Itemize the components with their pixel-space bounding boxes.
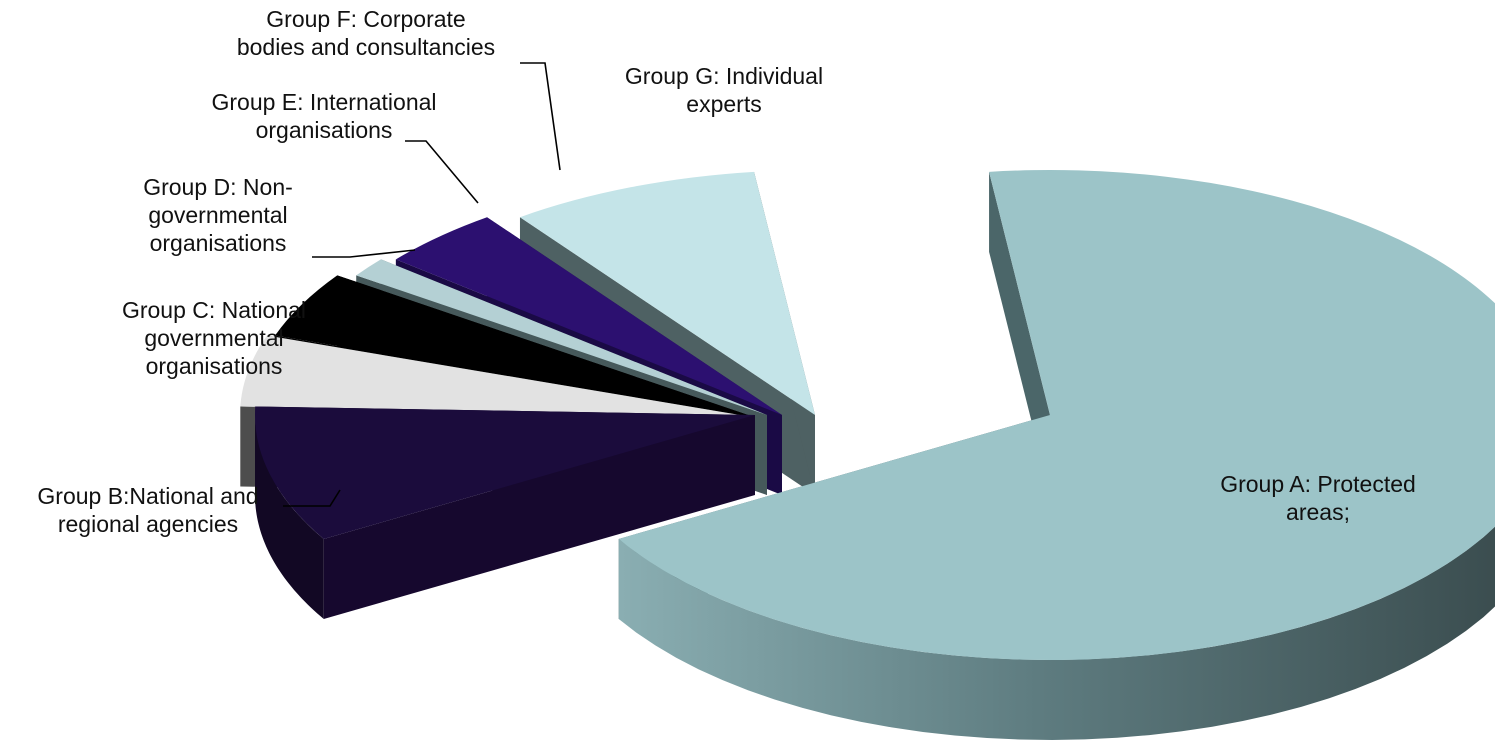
leader-line bbox=[283, 489, 341, 507]
slice-label: Group E: International organisations bbox=[211, 89, 436, 143]
slice-label-line: Group F: Corporate bbox=[266, 6, 465, 32]
slice-label-line: organisations bbox=[256, 117, 393, 143]
slice-label-line: organisations bbox=[150, 230, 287, 256]
slice-label: Group C: National governmental organisatio… bbox=[122, 297, 306, 379]
slice-wall bbox=[989, 171, 1050, 496]
slice-label-line: areas; bbox=[1286, 499, 1350, 525]
slice-label-line: experts bbox=[686, 91, 761, 117]
pie-slice-b bbox=[255, 406, 756, 619]
slice-rim bbox=[618, 526, 1495, 740]
slice-top bbox=[618, 170, 1495, 660]
leader-line bbox=[405, 140, 479, 204]
slice-label: Group A: Protected areas; bbox=[1220, 471, 1416, 525]
slice-label-line: governmental bbox=[148, 202, 287, 228]
slice-top bbox=[519, 171, 815, 415]
slice-label-line: Group A: Protected bbox=[1220, 471, 1416, 497]
slice-label-line: organisations bbox=[146, 353, 283, 379]
slice-label-line: bodies and consultancies bbox=[237, 34, 495, 60]
slice-label-line: regional agencies bbox=[58, 511, 238, 537]
slice-label-line: Group D: Non- bbox=[143, 174, 293, 200]
slice-top bbox=[255, 406, 755, 539]
slice-label-line: Group E: International bbox=[211, 89, 436, 115]
leader-lines-layer bbox=[283, 62, 561, 507]
slice-rim bbox=[255, 415, 324, 619]
slice-top bbox=[240, 335, 741, 415]
slice-label: Group D: Non-governmental organisations bbox=[143, 174, 293, 256]
slice-top bbox=[275, 275, 748, 415]
slice-label-line: Group C: National bbox=[122, 297, 306, 323]
slice-label: Group G: Individual experts bbox=[625, 63, 823, 117]
labels-layer: Group A: Protected areas; Group B:National… bbox=[37, 6, 1415, 537]
slice-label-line: Group B:National and bbox=[37, 483, 258, 509]
slices-layer bbox=[240, 170, 1495, 740]
slice-label-line: Group G: Individual bbox=[625, 63, 823, 89]
leader-line bbox=[312, 249, 416, 258]
pie-slice-a bbox=[618, 170, 1495, 740]
slice-top bbox=[395, 217, 782, 415]
slice-top bbox=[356, 259, 767, 415]
slice-label: Group B:National and regional agencies bbox=[37, 483, 258, 537]
slice-label-line: governmental bbox=[144, 325, 283, 351]
slice-label: Group F: Corporate bodies and consultanci… bbox=[237, 6, 495, 60]
leader-line bbox=[520, 62, 561, 171]
